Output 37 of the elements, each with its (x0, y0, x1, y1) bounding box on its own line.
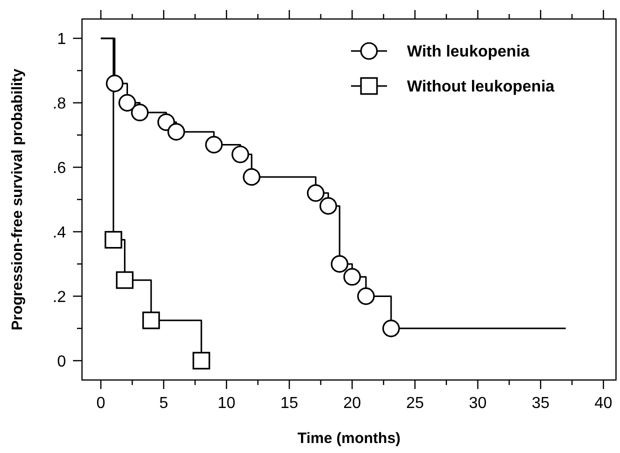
point (192, 352, 210, 370)
point (306, 184, 325, 202)
point (142, 312, 160, 330)
x-tick-label: 0 (96, 395, 106, 412)
point (242, 168, 260, 186)
point (106, 74, 124, 92)
x-tick-label: 35 (532, 395, 550, 412)
point (118, 94, 136, 112)
y-tick-label: .6 (52, 160, 66, 177)
point (157, 113, 175, 131)
point (319, 197, 338, 215)
x-tick-label: 40 (594, 395, 612, 412)
point (330, 255, 348, 273)
y-tick-label: .8 (52, 95, 66, 112)
point (167, 123, 186, 141)
point (232, 146, 250, 164)
x-tick-label: 25 (406, 395, 424, 412)
y-tick-label: 0 (57, 353, 66, 370)
point (131, 104, 149, 122)
point (205, 136, 223, 154)
point (104, 230, 122, 249)
legend-label: With leukopenia (407, 44, 530, 61)
y-tick-label: 1 (57, 30, 66, 48)
legend-label: Without leukopenia (407, 78, 555, 96)
y-tick-label: .4 (52, 224, 66, 242)
x-tick-label: 15 (280, 395, 298, 412)
x-axis-title: Time (months) (297, 430, 401, 447)
x-tick-label: 5 (159, 395, 168, 412)
point (343, 268, 361, 286)
x-tick-label: 30 (468, 395, 487, 412)
x-tick-label: 20 (343, 395, 362, 412)
x-tick-label: 10 (218, 395, 236, 412)
point (357, 287, 375, 305)
y-axis-title: Progression-free survival probability (9, 68, 26, 330)
point (116, 271, 134, 289)
y-tick-label: .2 (52, 288, 66, 306)
point (382, 320, 400, 338)
